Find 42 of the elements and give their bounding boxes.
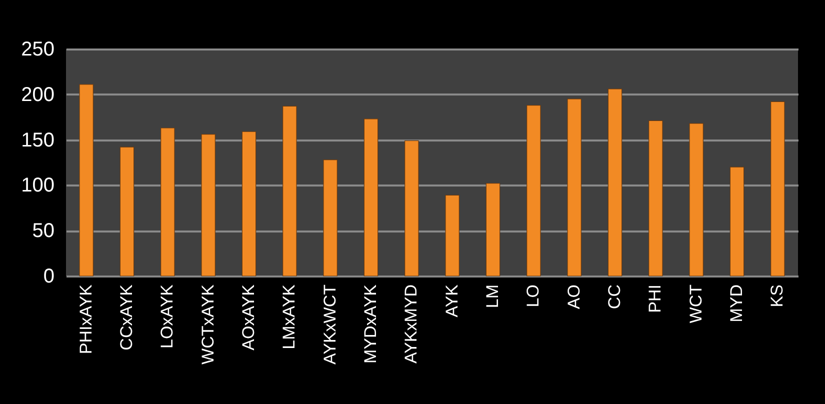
bar [404, 140, 419, 276]
bar [282, 106, 297, 276]
y-tick-label: 100 [21, 174, 54, 197]
y-tick-label: 0 [43, 266, 54, 288]
bar [242, 131, 256, 276]
x-tick-label: WCT [686, 284, 706, 324]
x-tick-label: PHI [646, 284, 665, 313]
bar [770, 101, 785, 276]
bar [526, 104, 541, 276]
bar [730, 166, 744, 276]
x-tick-label: LOxAYK [158, 284, 177, 348]
bar [486, 183, 500, 276]
y-tick-label: 50 [32, 220, 54, 242]
bar [567, 98, 582, 276]
y-tick-label: 200 [21, 84, 54, 106]
bar [648, 120, 663, 276]
bar [689, 123, 704, 276]
x-tick-label: AYKxWCT [320, 284, 340, 364]
x-tick-label: AYKxMYD [402, 284, 421, 364]
bar [79, 84, 94, 276]
x-tick-label: PHIxAYK [76, 284, 96, 354]
bar [323, 159, 338, 276]
x-tick-label: AOxAYK [239, 284, 258, 350]
y-tick-label: 150 [21, 129, 54, 152]
x-tick-label: AYK [442, 284, 462, 318]
x-tick-label: AO [564, 284, 584, 310]
x-tick-label: CCxAYK [117, 284, 136, 350]
x-tick-label: LO [524, 284, 543, 308]
x-tick-label: MYD [727, 284, 746, 322]
x-tick-label: KS [768, 284, 787, 308]
bar [608, 88, 622, 276]
x-tick-label: LM [483, 284, 502, 308]
bar [364, 118, 378, 276]
bar [445, 194, 460, 276]
x-tick-label: MYDxAYK [361, 284, 380, 364]
y-tick-label: 250 [21, 38, 54, 60]
bar [120, 146, 134, 276]
x-tick-label: WCTxAYK [198, 284, 218, 364]
x-tick-label: LMxAYK [280, 284, 299, 350]
bar [201, 134, 216, 276]
x-tick-label: CC [605, 284, 624, 310]
bar [160, 128, 175, 276]
